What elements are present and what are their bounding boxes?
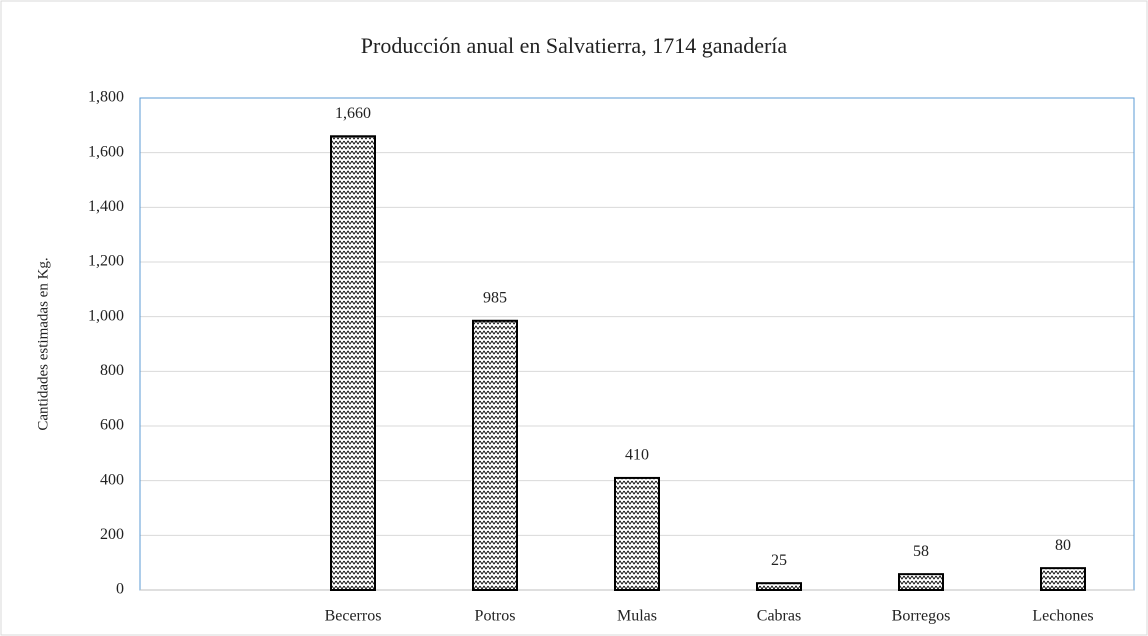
x-tick-label: Potros — [475, 608, 516, 625]
data-label: 985 — [483, 289, 507, 306]
y-tick-label: 1,400 — [88, 198, 124, 215]
bar — [614, 476, 660, 591]
x-tick-label: Lechones — [1032, 608, 1093, 625]
bar — [1040, 567, 1086, 592]
y-axis-label: Cantidades estimadas en Kg. — [35, 257, 51, 430]
x-tick-label: Borregos — [892, 608, 951, 625]
y-tick-label: 1,800 — [88, 89, 124, 106]
y-tick-label: 1,200 — [88, 253, 124, 270]
y-tick-label: 1,600 — [88, 143, 124, 160]
x-tick-label: Cabras — [757, 608, 801, 625]
bar — [330, 135, 376, 591]
x-tick-label: Becerros — [325, 608, 382, 625]
data-label: 410 — [625, 447, 649, 464]
y-tick-label: 600 — [100, 417, 124, 434]
bar — [472, 319, 518, 591]
chart-title: Producción anual en Salvatierra, 1714 ga… — [361, 33, 788, 58]
data-label: 25 — [771, 552, 787, 569]
data-label: 58 — [913, 543, 929, 560]
y-tick-label: 1,000 — [88, 307, 124, 324]
y-tick-label: 0 — [116, 581, 124, 598]
data-label: 80 — [1055, 537, 1071, 554]
x-tick-label: Mulas — [617, 608, 657, 625]
y-tick-label: 200 — [100, 526, 124, 543]
y-tick-label: 400 — [100, 471, 124, 488]
bar — [756, 582, 802, 592]
y-tick-label: 800 — [100, 362, 124, 379]
data-label: 1,660 — [335, 105, 371, 122]
bar — [898, 573, 944, 592]
